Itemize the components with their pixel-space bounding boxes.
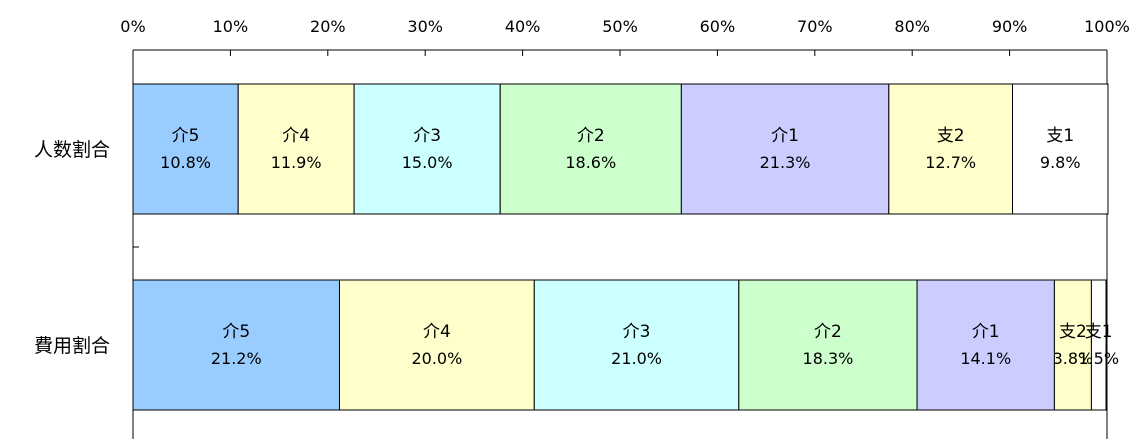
segment-value-label: 14.1%	[960, 349, 1011, 368]
segment-series-label: 介1	[972, 322, 1000, 342]
segment-value-label: 11.9%	[271, 153, 322, 172]
x-tick-label: 90%	[992, 17, 1028, 36]
segment-value-label: 1.5%	[1078, 349, 1119, 368]
bar-segment	[1012, 83, 1109, 215]
segment-series-label: 支1	[1046, 126, 1074, 146]
x-tick-label: 30%	[407, 17, 443, 36]
x-tick-label: 50%	[602, 17, 638, 36]
segment-value-label: 21.2%	[211, 349, 262, 368]
category-label: 人数割合	[34, 139, 110, 161]
bar-segment	[338, 279, 535, 411]
x-tick-label: 0%	[120, 17, 145, 36]
segment-value-label: 10.8%	[160, 153, 211, 172]
category-label: 費用割合	[34, 335, 110, 357]
segment-series-label: 介3	[413, 126, 441, 146]
segment-series-label: 支1	[1085, 322, 1113, 342]
segment-series-label: 介2	[814, 322, 842, 342]
x-tick-label: 80%	[894, 17, 930, 36]
bar-segment	[680, 83, 890, 215]
segment-value-label: 12.7%	[925, 153, 976, 172]
x-tick-label: 20%	[310, 17, 346, 36]
bar-segment	[1090, 279, 1107, 411]
x-tick-label: 60%	[700, 17, 736, 36]
segment-series-label: 介4	[423, 322, 451, 342]
segment-series-label: 介5	[172, 126, 200, 146]
segment-series-label: 介5	[222, 322, 250, 342]
segment-series-label: 介4	[282, 126, 310, 146]
x-tick-label: 70%	[797, 17, 833, 36]
x-tick-label: 100%	[1084, 17, 1130, 36]
bar-segment	[353, 83, 501, 215]
segment-value-label: 20.0%	[411, 349, 462, 368]
bar-segment	[1053, 279, 1092, 411]
bar-segment	[533, 279, 740, 411]
bar-segment	[888, 83, 1014, 215]
segment-value-label: 15.0%	[402, 153, 453, 172]
segment-series-label: 介3	[623, 322, 651, 342]
segment-value-label: 18.3%	[803, 349, 854, 368]
bar-segment	[132, 279, 340, 411]
bar-segment	[132, 83, 239, 215]
x-tick-label: 10%	[213, 17, 249, 36]
segment-series-label: 支2	[937, 126, 965, 146]
segment-series-label: 介1	[771, 126, 799, 146]
x-tick-label: 40%	[505, 17, 541, 36]
segment-value-label: 9.8%	[1040, 153, 1081, 172]
segment-value-label: 18.6%	[565, 153, 616, 172]
bar-segment	[916, 279, 1055, 411]
segment-value-label: 21.0%	[611, 349, 662, 368]
bar-segment	[237, 83, 355, 215]
segment-value-label: 3.8%	[1053, 349, 1094, 368]
bar-segment	[738, 279, 918, 411]
segment-value-label: 21.3%	[760, 153, 811, 172]
segment-series-label: 介2	[577, 126, 605, 146]
bar-segment	[499, 83, 682, 215]
segment-series-label: 支2	[1059, 322, 1087, 342]
